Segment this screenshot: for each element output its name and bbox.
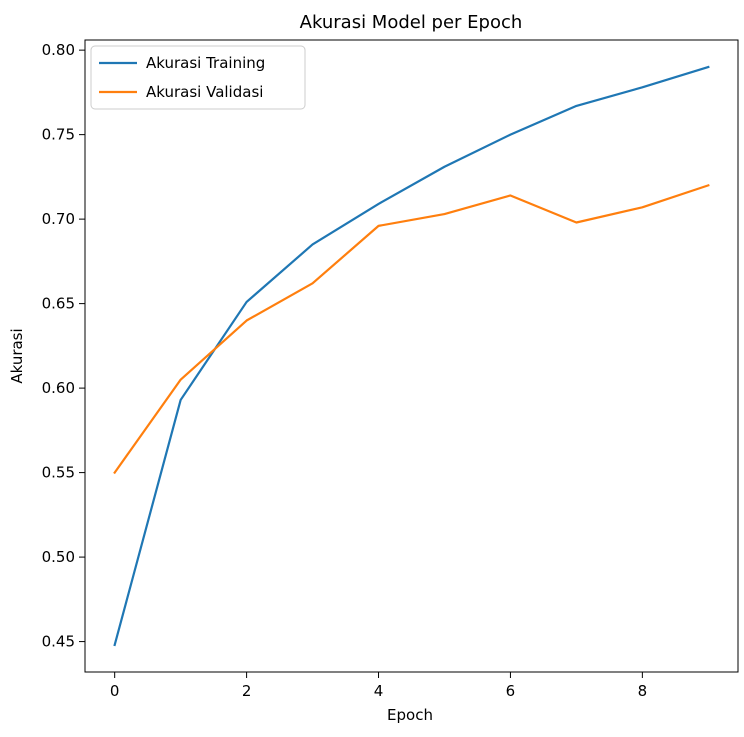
x-tick-label: 6 (506, 682, 516, 700)
y-tick-label: 0.50 (42, 548, 75, 566)
x-tick-label: 2 (242, 682, 252, 700)
series-layer (113, 65, 710, 647)
legend-frame (90, 45, 306, 110)
y-tick-label: 0.75 (42, 126, 75, 144)
x-tick-label: 0 (110, 682, 120, 700)
y-tick-label: 0.55 (42, 464, 75, 482)
plot-area (84, 39, 739, 673)
legend-label-validation: Akurasi Validasi (146, 83, 263, 101)
x-axis-label: Epoch (387, 706, 433, 724)
y-tick-label: 0.70 (42, 210, 75, 228)
legend-label-training: Akurasi Training (146, 54, 265, 72)
x-tick-label: 8 (638, 682, 648, 700)
y-tick-label: 0.60 (42, 379, 75, 397)
chart-title: Akurasi Model per Epoch (300, 12, 523, 33)
legend: Akurasi Training Akurasi Validasi (90, 45, 306, 110)
y-axis-label: Akurasi (8, 328, 26, 383)
y-tick-label: 0.45 (42, 633, 75, 651)
y-tick-label: 0.80 (42, 41, 75, 59)
x-tick-label: 4 (374, 682, 384, 700)
plot-frame (84, 39, 739, 673)
series-line-validation (113, 183, 710, 475)
y-axis: 0.45 0.50 0.55 0.60 0.65 0.70 0.75 0.80 (42, 41, 85, 651)
x-axis: 0 2 4 6 8 (110, 672, 647, 700)
y-tick-label: 0.65 (42, 295, 75, 313)
